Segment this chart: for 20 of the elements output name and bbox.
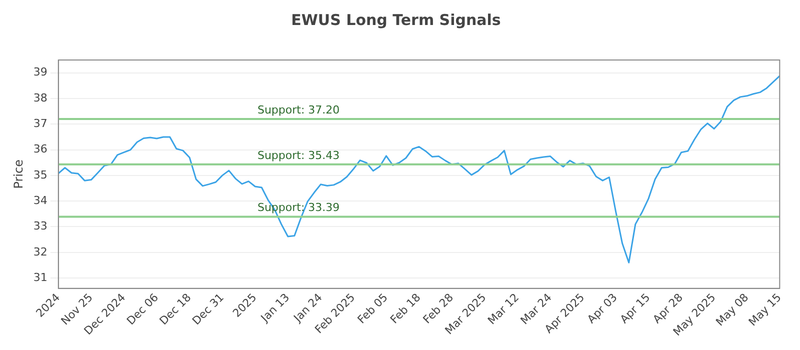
ref-line-label: Support: 37.20 — [257, 103, 340, 116]
chart-title: EWUS Long Term Signals — [291, 10, 501, 29]
y-tick-label: 37 — [33, 116, 48, 130]
x-tick-label: Jan 13 — [258, 290, 292, 326]
y-tick-label: 31 — [33, 270, 48, 284]
ref-line-label: Support: 35.43 — [257, 148, 340, 162]
y-tick-label: 34 — [33, 194, 48, 207]
y-tick-label: 36 — [33, 142, 48, 156]
y-tick-label: 35 — [33, 168, 48, 182]
x-tick-label: Dec 06 — [124, 290, 161, 328]
y-tick-label: 38 — [33, 91, 48, 104]
y-tick-label: 39 — [33, 66, 48, 79]
x-tick-label: Apr 15 — [618, 290, 653, 326]
x-tick-label: Feb 05 — [355, 290, 390, 326]
x-tick-label: Feb 18 — [388, 290, 424, 326]
y-tick-label: 33 — [33, 220, 48, 233]
x-tick-label: Apr 03 — [584, 290, 620, 326]
y-axis-title: Price — [11, 160, 26, 189]
x-tick-label: Dec 31 — [190, 290, 226, 328]
y-tick-label: 32 — [33, 245, 48, 258]
